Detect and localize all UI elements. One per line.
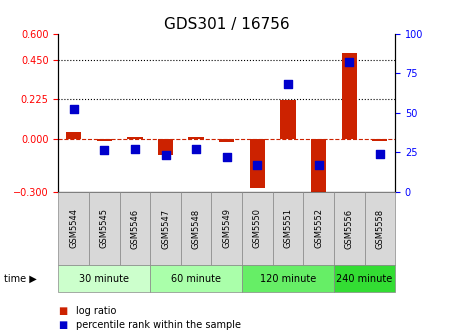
Text: GSM5544: GSM5544 (69, 208, 78, 249)
Text: ■: ■ (58, 320, 68, 330)
Bar (342, 53, 357, 139)
Point (162, 153, 169, 158)
Point (284, 81, 291, 87)
Point (193, 146, 200, 152)
Point (254, 162, 261, 167)
Bar (127, 137, 143, 139)
Text: GSM5552: GSM5552 (314, 208, 323, 249)
Title: GDS301 / 16756: GDS301 / 16756 (164, 17, 290, 33)
Text: GSM5551: GSM5551 (283, 208, 292, 249)
Text: 60 minute: 60 minute (171, 274, 221, 284)
Text: GSM5550: GSM5550 (253, 208, 262, 249)
Text: GSM5556: GSM5556 (345, 208, 354, 249)
Text: percentile rank within the sample: percentile rank within the sample (76, 320, 241, 330)
Bar (189, 137, 204, 139)
Point (131, 146, 138, 152)
Point (376, 151, 383, 156)
Text: 120 minute: 120 minute (260, 274, 316, 284)
Text: time ▶: time ▶ (4, 274, 37, 284)
Text: GSM5558: GSM5558 (375, 208, 384, 249)
Text: GSM5545: GSM5545 (100, 208, 109, 249)
Text: 30 minute: 30 minute (79, 274, 129, 284)
Text: log ratio: log ratio (76, 306, 117, 316)
Bar (280, 100, 295, 139)
Bar (372, 139, 387, 141)
Point (101, 148, 108, 153)
Point (315, 162, 322, 167)
Point (346, 59, 353, 65)
Text: GSM5548: GSM5548 (192, 208, 201, 249)
Point (70, 107, 77, 112)
Text: 240 minute: 240 minute (336, 274, 392, 284)
Text: ■: ■ (58, 306, 68, 316)
Bar (219, 139, 234, 142)
Bar (250, 139, 265, 188)
Text: GSM5549: GSM5549 (222, 208, 231, 249)
Text: GSM5546: GSM5546 (130, 208, 139, 249)
Bar (97, 139, 112, 141)
Text: GSM5547: GSM5547 (161, 208, 170, 249)
Bar (311, 139, 326, 195)
Point (223, 154, 230, 160)
Bar (66, 132, 81, 139)
Bar (158, 139, 173, 155)
